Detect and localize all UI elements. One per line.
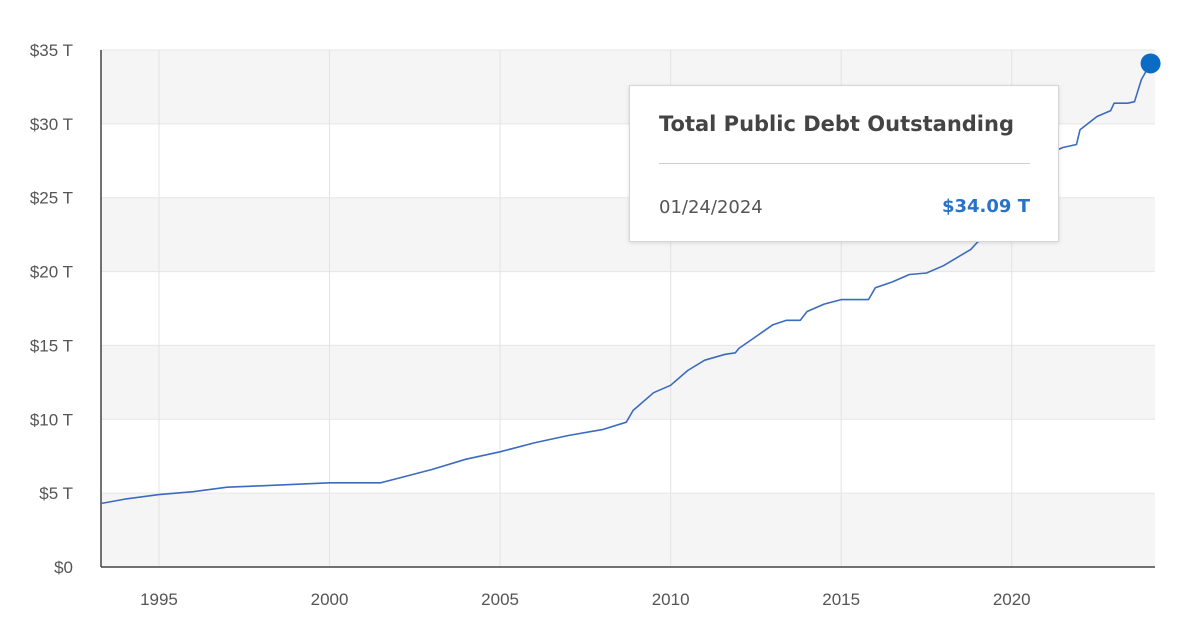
tooltip-divider	[659, 163, 1030, 164]
x-tick-label: 1995	[140, 590, 178, 609]
grid-band	[101, 493, 1155, 567]
grid-band	[101, 345, 1155, 420]
x-tick-label: 2005	[481, 590, 519, 609]
tooltip-date: 01/24/2024	[659, 197, 763, 218]
y-tick-label: $15 T	[30, 336, 73, 355]
x-tick-label: 2015	[822, 590, 860, 609]
highlighted-data-point	[1140, 53, 1161, 74]
y-tick-label: $10 T	[30, 410, 73, 429]
grid-band	[101, 271, 1155, 346]
tooltip-title: Total Public Debt Outstanding	[659, 112, 1014, 136]
y-tick-label: $35 T	[30, 41, 73, 60]
y-tick-label: $5 T	[39, 484, 73, 503]
y-tick-label: $30 T	[30, 115, 73, 134]
y-tick-label: $0	[54, 558, 73, 577]
y-axis-tick-labels: $0 $5 T $10 T $15 T $20 T $25 T $30 T $35 T	[30, 41, 73, 577]
y-tick-label: $20 T	[30, 263, 73, 282]
x-axis-tick-labels: 1995 2000 2005 2010 2015 2020	[140, 590, 1031, 609]
x-tick-label: 2020	[993, 590, 1031, 609]
x-tick-label: 2010	[652, 590, 690, 609]
chart-axes	[100, 50, 1155, 568]
x-tick-label: 2000	[311, 590, 349, 609]
tooltip-value: $34.09 T	[941, 196, 1030, 217]
y-tick-label: $25 T	[30, 189, 73, 208]
grid-band	[101, 419, 1155, 494]
data-tooltip: Total Public Debt Outstanding 01/24/2024…	[629, 85, 1059, 242]
